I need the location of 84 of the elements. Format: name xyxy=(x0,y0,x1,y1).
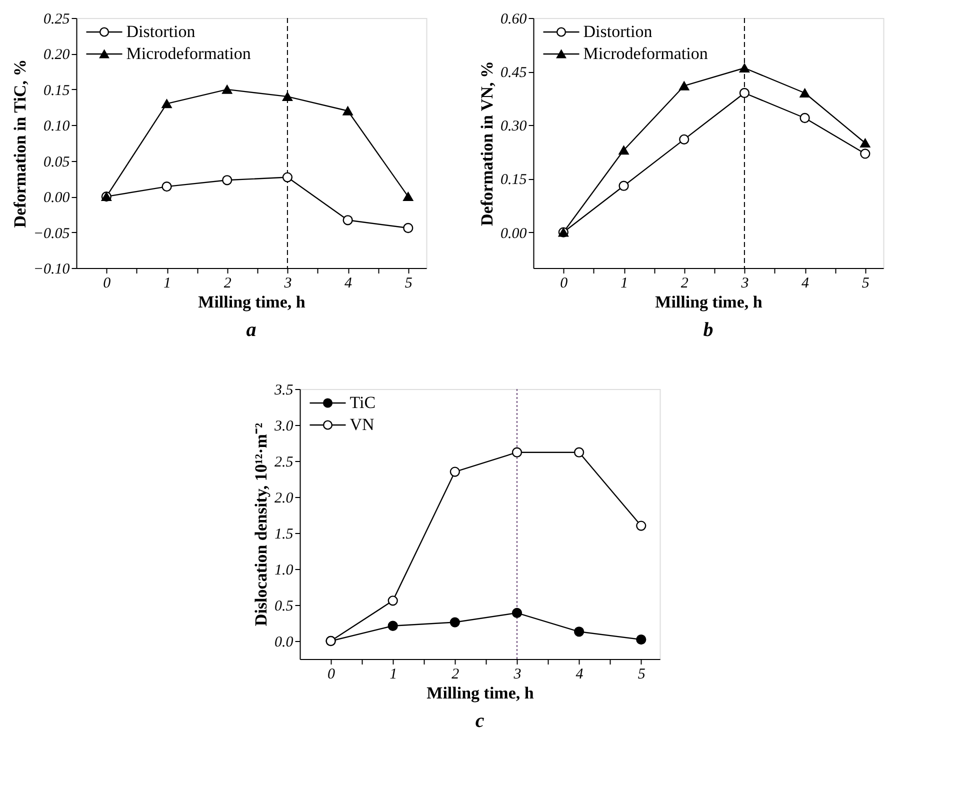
x-tick-label: 5 xyxy=(404,276,413,292)
y-tick-label: 0.00 xyxy=(500,226,528,242)
point xyxy=(679,81,690,90)
y-tick-label: 2.0 xyxy=(274,490,294,506)
y-axis-title: Deformation in TiC, % xyxy=(10,59,30,228)
x-tick-label: 3 xyxy=(740,276,749,292)
point xyxy=(574,447,584,458)
point xyxy=(282,92,293,102)
point xyxy=(162,99,172,108)
point xyxy=(636,520,646,531)
point xyxy=(388,620,398,631)
y-tick-label: 0.00 xyxy=(44,190,70,206)
x-tick-label: 4 xyxy=(576,666,584,682)
point xyxy=(403,192,414,202)
x-axis-title: Milling time, h xyxy=(426,684,534,702)
y-tick-label: 1.0 xyxy=(274,562,294,578)
y-tick-label: 3.5 xyxy=(274,382,294,398)
point xyxy=(636,634,646,645)
y-tick-label: 0.0 xyxy=(274,634,294,650)
y-tick-label: 0.05 xyxy=(44,154,70,170)
y-tick-label: 3.0 xyxy=(274,418,294,434)
x-tick-label: 5 xyxy=(862,276,870,292)
legend-label: Distortion xyxy=(583,22,653,41)
point xyxy=(618,146,629,155)
y-tick-label: 0.20 xyxy=(44,47,70,64)
legend-label: TiC xyxy=(350,393,376,412)
x-tick-label: 1 xyxy=(164,276,172,292)
point xyxy=(618,180,629,191)
point xyxy=(800,88,810,98)
point xyxy=(342,106,353,116)
point xyxy=(342,215,353,226)
point xyxy=(450,617,460,628)
point xyxy=(860,148,870,159)
x-tick-label: 0 xyxy=(103,276,112,292)
legend-label: VN xyxy=(350,415,374,434)
x-tick-label: 1 xyxy=(620,276,628,292)
x-tick-label: 2 xyxy=(224,276,232,292)
point xyxy=(222,84,232,94)
x-tick-label: 4 xyxy=(802,276,810,292)
y-tick-label: 0.15 xyxy=(500,172,528,188)
x-tick-label: 2 xyxy=(680,276,689,292)
y-tick-label: 0.60 xyxy=(500,12,528,28)
point xyxy=(739,88,750,98)
text: a xyxy=(246,319,256,341)
point xyxy=(222,175,232,186)
y-tick-label: 1.5 xyxy=(274,526,294,542)
y-tick-label: 0.25 xyxy=(44,12,70,28)
legend-label: Distortion xyxy=(126,22,196,41)
point xyxy=(450,466,460,477)
point xyxy=(574,626,584,637)
point xyxy=(162,182,172,192)
y-axis-title: Dislocation density, 10¹²·m⁻² xyxy=(252,422,270,626)
y-tick-label: 0.30 xyxy=(500,118,528,135)
x-tick-label: 3 xyxy=(512,666,522,682)
point xyxy=(403,222,414,234)
x-tick-label: 4 xyxy=(344,276,353,292)
legend-label: Microdeformation xyxy=(583,44,708,63)
x-tick-label: 0 xyxy=(560,276,568,292)
y-axis-title: Deformation in VN, % xyxy=(478,61,496,226)
point xyxy=(512,447,522,458)
x-axis-title: Milling time, h xyxy=(198,292,306,312)
point xyxy=(800,112,810,124)
y-tick-label: 0.5 xyxy=(274,598,294,614)
legend-label: Microdeformation xyxy=(126,44,252,63)
point xyxy=(679,134,690,144)
y-tick-label: 0.10 xyxy=(44,118,70,135)
x-tick-label: 5 xyxy=(638,666,646,682)
point xyxy=(282,172,293,182)
point xyxy=(860,138,870,148)
point xyxy=(388,596,398,606)
point xyxy=(739,64,750,72)
x-tick-label: 2 xyxy=(452,666,460,682)
y-tick-label: −0.10 xyxy=(33,262,70,278)
y-tick-label: 0.15 xyxy=(44,82,70,99)
x-tick-label: 0 xyxy=(328,666,336,682)
text: b xyxy=(703,319,714,341)
y-tick-label: 0.45 xyxy=(500,65,528,82)
x-axis-title: Milling time, h xyxy=(655,292,763,312)
y-tick-label: 2.5 xyxy=(274,454,294,470)
point xyxy=(512,608,522,618)
x-tick-label: 1 xyxy=(390,666,398,682)
y-tick-label: −0.05 xyxy=(33,226,70,242)
x-tick-label: 3 xyxy=(283,276,292,292)
text: c xyxy=(475,710,484,732)
